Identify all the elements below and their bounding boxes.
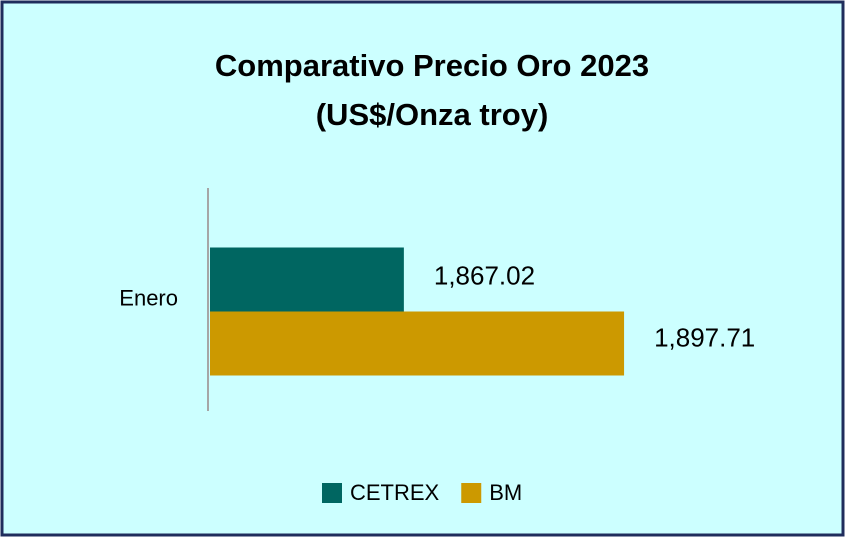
legend-swatch [322, 483, 342, 503]
bar [210, 311, 625, 376]
bar [210, 247, 404, 312]
chart-subtitle: (US$/Onza troy) [316, 97, 549, 132]
data-label: 1,867.02 [434, 260, 535, 290]
chart-title: Comparativo Precio Oro 2023 [215, 48, 649, 83]
legend-swatch [461, 483, 482, 503]
data-label: 1,897.71 [654, 322, 755, 352]
y-tick-label: Enero [119, 285, 178, 310]
legend-label: CETREX [350, 480, 440, 505]
legend-label: BM [489, 480, 522, 505]
